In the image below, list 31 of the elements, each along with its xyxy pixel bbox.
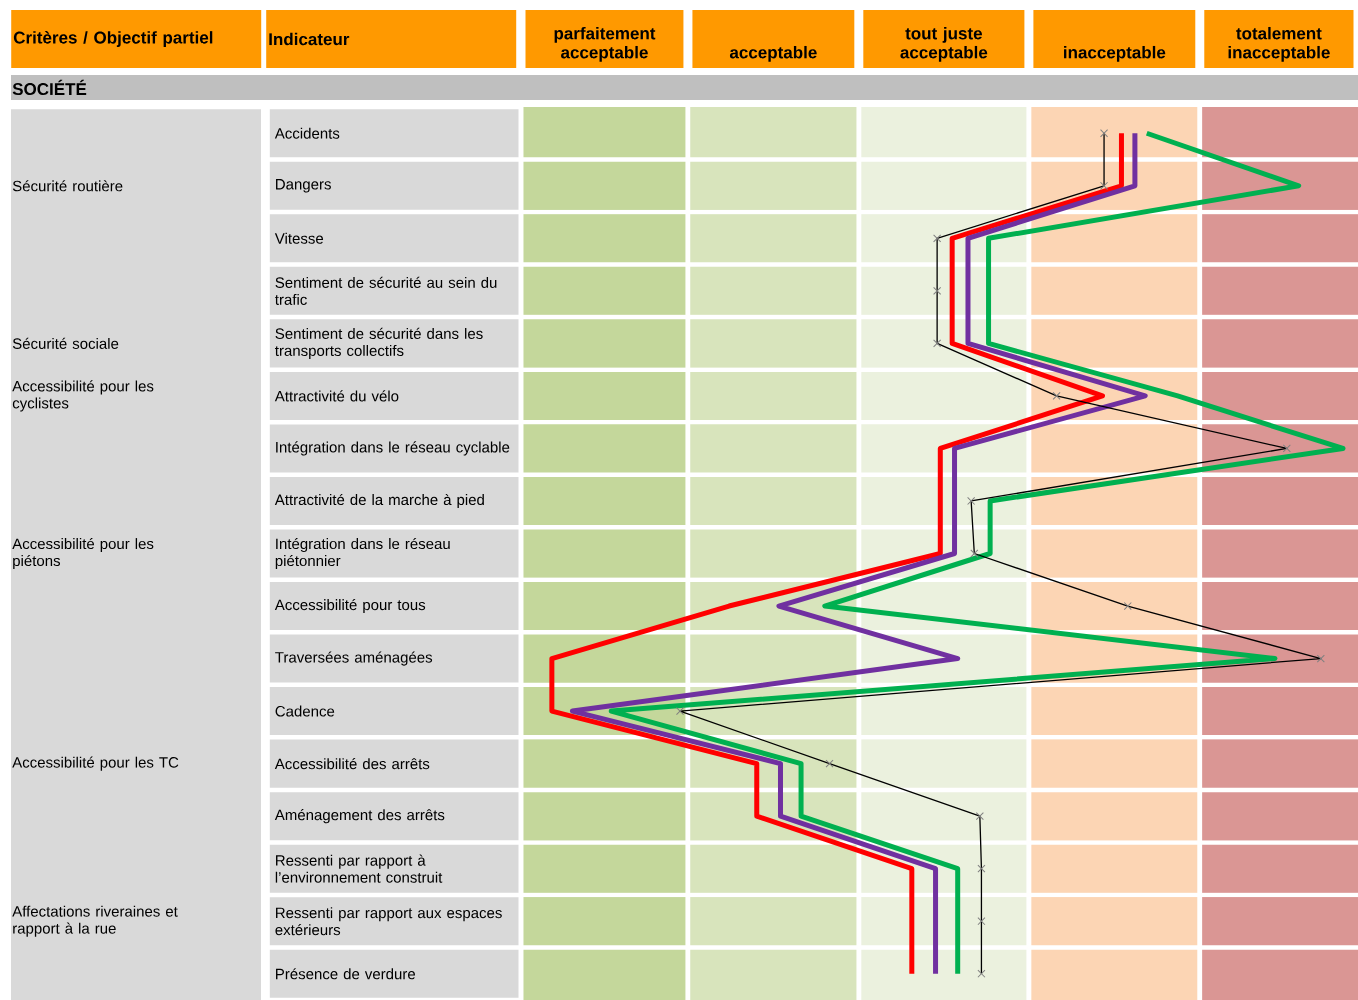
y-tick-label: Accessibilité pour tous bbox=[274, 598, 426, 614]
y-tick-label: Accessibilité des arrêts bbox=[274, 758, 430, 770]
y-tick-label: Ressenti par rapport aux espaces extérieurs bbox=[275, 907, 502, 936]
text: SOCIÉTÉ bbox=[12, 79, 87, 96]
y-tick-label: Présence de verdure bbox=[276, 968, 416, 980]
y-tick-label: Cadence bbox=[275, 705, 335, 717]
y2-tick-label: Sécurité routière bbox=[12, 180, 123, 192]
y-tick-label: Aménagement des arrêts bbox=[274, 809, 445, 824]
band-label: tout juste acceptable bbox=[900, 26, 988, 62]
band-label: inacceptable bbox=[1064, 45, 1166, 62]
y2-tick-label: Sécurité sociale bbox=[12, 337, 119, 349]
y2-tick-label: Accessibilité pour les TC bbox=[12, 756, 179, 771]
y2-tick-label: Accessibilité pour les cyclistes bbox=[12, 380, 154, 412]
y2-tick-label: Affectations riveraines et rapport à la rue bbox=[12, 905, 178, 937]
text: Critères / Objectif partiel bbox=[13, 30, 213, 47]
y-tick-label: Sentiment de sécurité dans les transports collectifs bbox=[275, 327, 483, 359]
y-tick-label: Vitesse bbox=[274, 232, 324, 244]
y-tick-label: Attractivité du vélo bbox=[274, 390, 399, 402]
y-tick-label: Intégration dans le réseau piétonnier bbox=[275, 537, 450, 570]
y-tick-label: Accidents bbox=[274, 127, 340, 139]
band-label: totalement inacceptable bbox=[1228, 26, 1330, 62]
y-tick-label: Attractivité de la marche à pied bbox=[274, 493, 484, 509]
y-tick-label: Intégration dans le réseau cyclable bbox=[276, 441, 510, 456]
text: Indicateur bbox=[269, 32, 350, 46]
band-label: acceptable bbox=[729, 45, 817, 62]
y-tick-label: Traversées aménagées bbox=[275, 651, 433, 666]
y-tick-label: Dangers bbox=[276, 179, 331, 193]
y2-tick-label: Accessibilité pour les piétons bbox=[12, 537, 154, 570]
band-label: parfaitement acceptable bbox=[554, 26, 656, 62]
y-tick-label: Sentiment de sécurité au sein du trafic bbox=[275, 276, 497, 305]
y-tick-label: Ressenti par rapport à l’environnement construit bbox=[275, 854, 443, 883]
